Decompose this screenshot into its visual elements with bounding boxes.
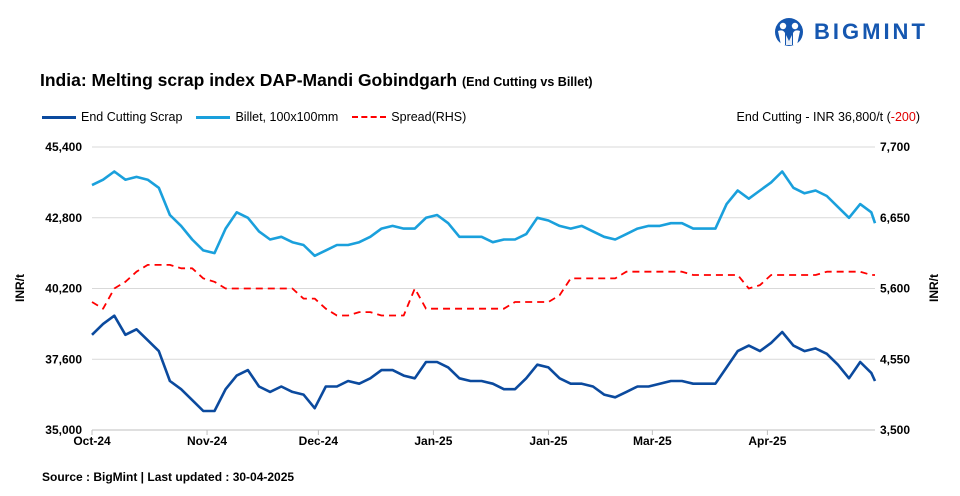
bigmint-logo-icon <box>775 18 803 46</box>
x-tick-label: Jan-25 <box>529 434 567 448</box>
y-axis-right-ticks: 3,500 4,550 5,600 6,650 7,700 <box>880 140 910 437</box>
gridlines <box>92 146 875 360</box>
y-tick-label-right: 3,500 <box>880 423 910 437</box>
legend-label-billet: Billet, 100x100mm <box>235 110 339 124</box>
y-axis-left-ticks: 35,000 37,600 40,200 42,800 45,400 <box>45 140 82 437</box>
y-tick-label-right: 4,550 <box>880 352 910 366</box>
legend-item-billet: Billet, 100x100mm <box>196 110 338 124</box>
series-lines <box>91 170 877 413</box>
x-axis: Oct-24 Nov-24 Dec-24 Jan-25 Jan-25 Mar-25 Apr-… <box>73 429 875 448</box>
legend-label-end-cutting: End Cutting Scrap <box>81 110 183 124</box>
y-tick-label-left: 37,600 <box>45 352 82 366</box>
x-tick-label: Oct-24 <box>73 434 111 448</box>
y-tick-label-left: 35,000 <box>45 423 82 437</box>
x-tick-label: Dec-24 <box>299 434 339 448</box>
x-tick-label: Apr-25 <box>748 434 786 448</box>
y-tick-label-right: 6,650 <box>880 211 910 225</box>
legend: End Cutting Scrap Billet, 100x100mm Spre… <box>42 110 480 124</box>
latest-price-prefix: End Cutting - INR 36,800/t ( <box>736 110 891 124</box>
y-axis-right-label: INR/t <box>927 274 941 302</box>
y-axis-left-label: INR/t <box>13 274 27 302</box>
source-note: Source : BigMint | Last updated : 30-04-… <box>42 470 295 484</box>
series-line-end-cutting-scrap <box>91 314 877 413</box>
legend-swatch-spread <box>352 116 387 118</box>
y-tick-label-left: 45,400 <box>45 140 82 154</box>
x-tick-label: Jan-25 <box>414 434 452 448</box>
legend-label-spread: Spread(RHS) <box>391 110 467 124</box>
latest-price-suffix: ) <box>915 110 920 124</box>
y-tick-label-right: 7,700 <box>880 140 910 154</box>
chart-title-main: India: Melting scrap index DAP-Mandi Gob… <box>40 70 458 90</box>
y-tick-label-left: 42,800 <box>45 211 82 225</box>
legend-item-end-cutting: End Cutting Scrap <box>42 110 182 124</box>
latest-price-change: -200 <box>890 110 916 124</box>
chart-title: India: Melting scrap index DAP-Mandi Gob… <box>40 70 593 91</box>
legend-swatch-billet <box>196 115 231 119</box>
x-tick-label: Nov-24 <box>187 434 227 448</box>
bigmint-logo: BIGMINT <box>772 17 928 47</box>
y-tick-label-left: 40,200 <box>45 282 82 296</box>
series-line-spread <box>91 263 875 317</box>
latest-price-note: End Cutting - INR 36,800/t (-200) <box>737 110 920 124</box>
series-line-billet <box>91 170 877 258</box>
legend-item-spread: Spread(RHS) <box>352 110 466 124</box>
legend-swatch-end-cutting <box>42 115 76 119</box>
bigmint-logo-text: BIGMINT <box>814 19 928 44</box>
chart-title-sub: (End Cutting vs Billet) <box>461 75 593 89</box>
x-tick-label: Mar-25 <box>633 434 672 448</box>
y-tick-label-right: 5,600 <box>880 282 910 296</box>
